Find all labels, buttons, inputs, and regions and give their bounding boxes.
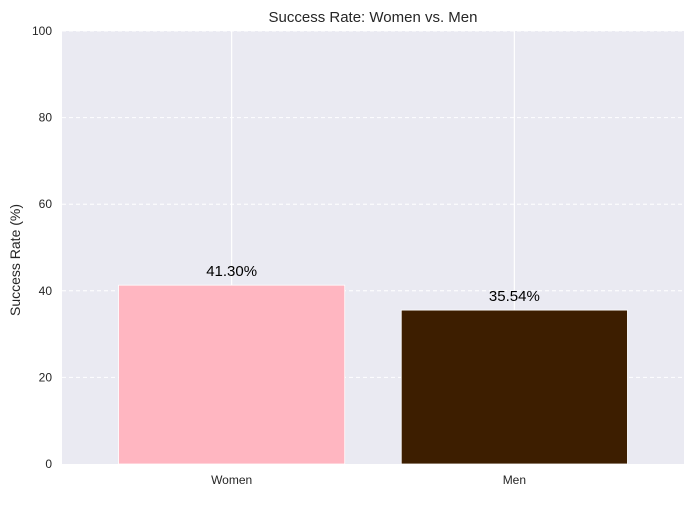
y-tick-label: 100	[32, 24, 52, 38]
data-label-men: 35.54%	[489, 288, 540, 305]
bar-women	[118, 284, 346, 465]
data-labels: 41.30% 35.54%	[206, 263, 540, 305]
x-axis-ticks: Women Men	[211, 473, 526, 487]
y-tick-label: 0	[45, 457, 52, 471]
y-tick-label: 60	[39, 197, 53, 211]
chart-title: Success Rate: Women vs. Men	[269, 9, 478, 26]
grid-lines	[62, 30, 684, 464]
y-tick-label: 40	[39, 284, 53, 298]
bar-men	[400, 309, 628, 465]
y-tick-label: 20	[39, 370, 53, 384]
y-tick-label: 80	[39, 111, 53, 125]
y-axis-ticks: 0 20 40 60 80 100	[32, 24, 52, 471]
y-axis-title: Success Rate (%)	[7, 204, 23, 316]
data-label-women: 41.30%	[206, 263, 257, 280]
bars	[118, 284, 628, 465]
x-tick-label: Men	[503, 473, 526, 487]
x-tick-label: Women	[211, 473, 252, 487]
